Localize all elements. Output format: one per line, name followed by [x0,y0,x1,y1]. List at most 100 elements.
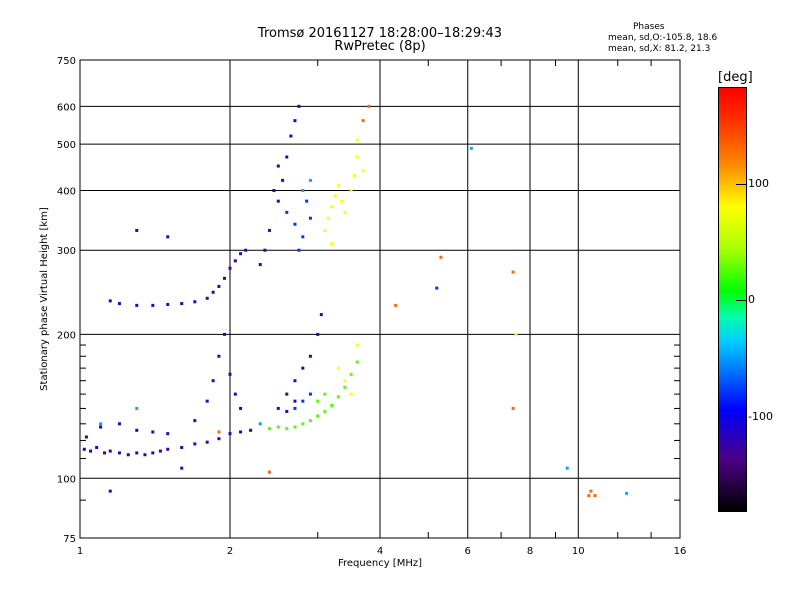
data-point [223,276,227,280]
data-point [193,442,197,446]
data-point [143,453,147,457]
phase-colorbar [718,87,747,512]
data-point [308,178,312,182]
data-point [103,451,107,455]
colorbar-tick-mark [736,184,746,185]
data-point [285,427,289,431]
data-point [166,432,170,436]
x-tick-label: 10 [572,546,585,557]
data-point [117,422,121,426]
data-point [135,303,139,307]
stats-heading: Phases [633,22,665,32]
data-point [258,422,262,426]
y-tick-label: 100 [57,474,76,485]
y-tick-label: 75 [63,534,76,545]
data-point [293,379,297,383]
data-point [297,248,301,252]
chart-title: Tromsø 20161127 18:28:00–18:29:43 [257,26,503,41]
data-point [84,435,88,439]
y-axis-label: Stationary phase Virtual Height [km] [39,207,50,391]
data-point [439,255,443,259]
x-tick-label: 4 [377,546,383,557]
colorbar-tick-0: 0 [748,293,755,306]
data-point [228,432,232,436]
data-point [343,210,347,214]
x-tick-label: 16 [674,546,687,557]
data-point [308,419,312,423]
data-point [193,419,197,423]
stats-o-mode: mean, sd,O:-105.8, 18.6 [608,33,718,43]
data-point [587,494,591,498]
data-point [340,199,344,203]
data-point [514,332,518,336]
data-point [249,428,253,432]
data-point [258,263,262,267]
data-point [217,430,221,434]
data-point [233,392,237,396]
y-tick-label: 400 [57,186,76,197]
data-point [166,447,170,451]
y-tick-label: 300 [57,246,76,257]
data-point [205,399,209,403]
y-tick-label: 600 [57,102,76,113]
data-point [239,406,243,410]
colorbar-tick-mark [736,300,746,301]
data-point [394,303,398,307]
data-point [343,379,347,383]
data-point [305,199,309,203]
data-point [355,360,359,364]
data-point [297,104,301,108]
chart-subtitle: RwPretec (8p) [334,39,426,54]
data-point [593,494,597,498]
data-point [158,449,162,453]
data-point [293,119,297,123]
data-point [108,299,112,303]
data-point [293,222,297,226]
data-point [316,414,320,418]
data-point [217,437,221,441]
data-point [355,155,359,159]
stats-x-mode: mean, sd,X: 81.2, 21.3 [608,44,711,54]
data-point [511,406,515,410]
data-point [135,406,139,410]
data-point [589,489,593,493]
data-point [211,290,215,294]
data-point [135,228,139,232]
data-point [361,119,365,123]
data-point [95,445,99,449]
data-point [435,286,439,290]
data-point [301,235,305,239]
y-tick-label: 200 [57,330,76,341]
data-point [166,235,170,239]
data-point [319,313,323,317]
data-point [301,366,305,370]
x-axis-label: Frequency [MHz] [338,558,422,569]
data-point [89,449,93,453]
data-point [223,332,227,336]
colorbar-tick-minus-100: -100 [748,410,773,423]
data-point [151,451,155,455]
data-point [293,425,297,429]
data-point [263,248,267,252]
data-point [330,205,334,209]
data-point [323,392,327,396]
data-point [308,392,312,396]
data-point [233,259,237,263]
data-point [625,491,629,495]
data-point [355,138,359,142]
data-point [285,409,289,413]
data-point [267,228,271,232]
data-point [126,453,130,457]
data-point [117,451,121,455]
data-point [228,266,232,270]
data-point [193,300,197,304]
data-point [228,372,232,376]
data-point [343,385,347,389]
data-point [276,199,280,203]
data-point [316,332,320,336]
data-point [330,241,334,245]
data-point [99,422,103,426]
data-point [180,302,184,306]
data-point [285,155,289,159]
